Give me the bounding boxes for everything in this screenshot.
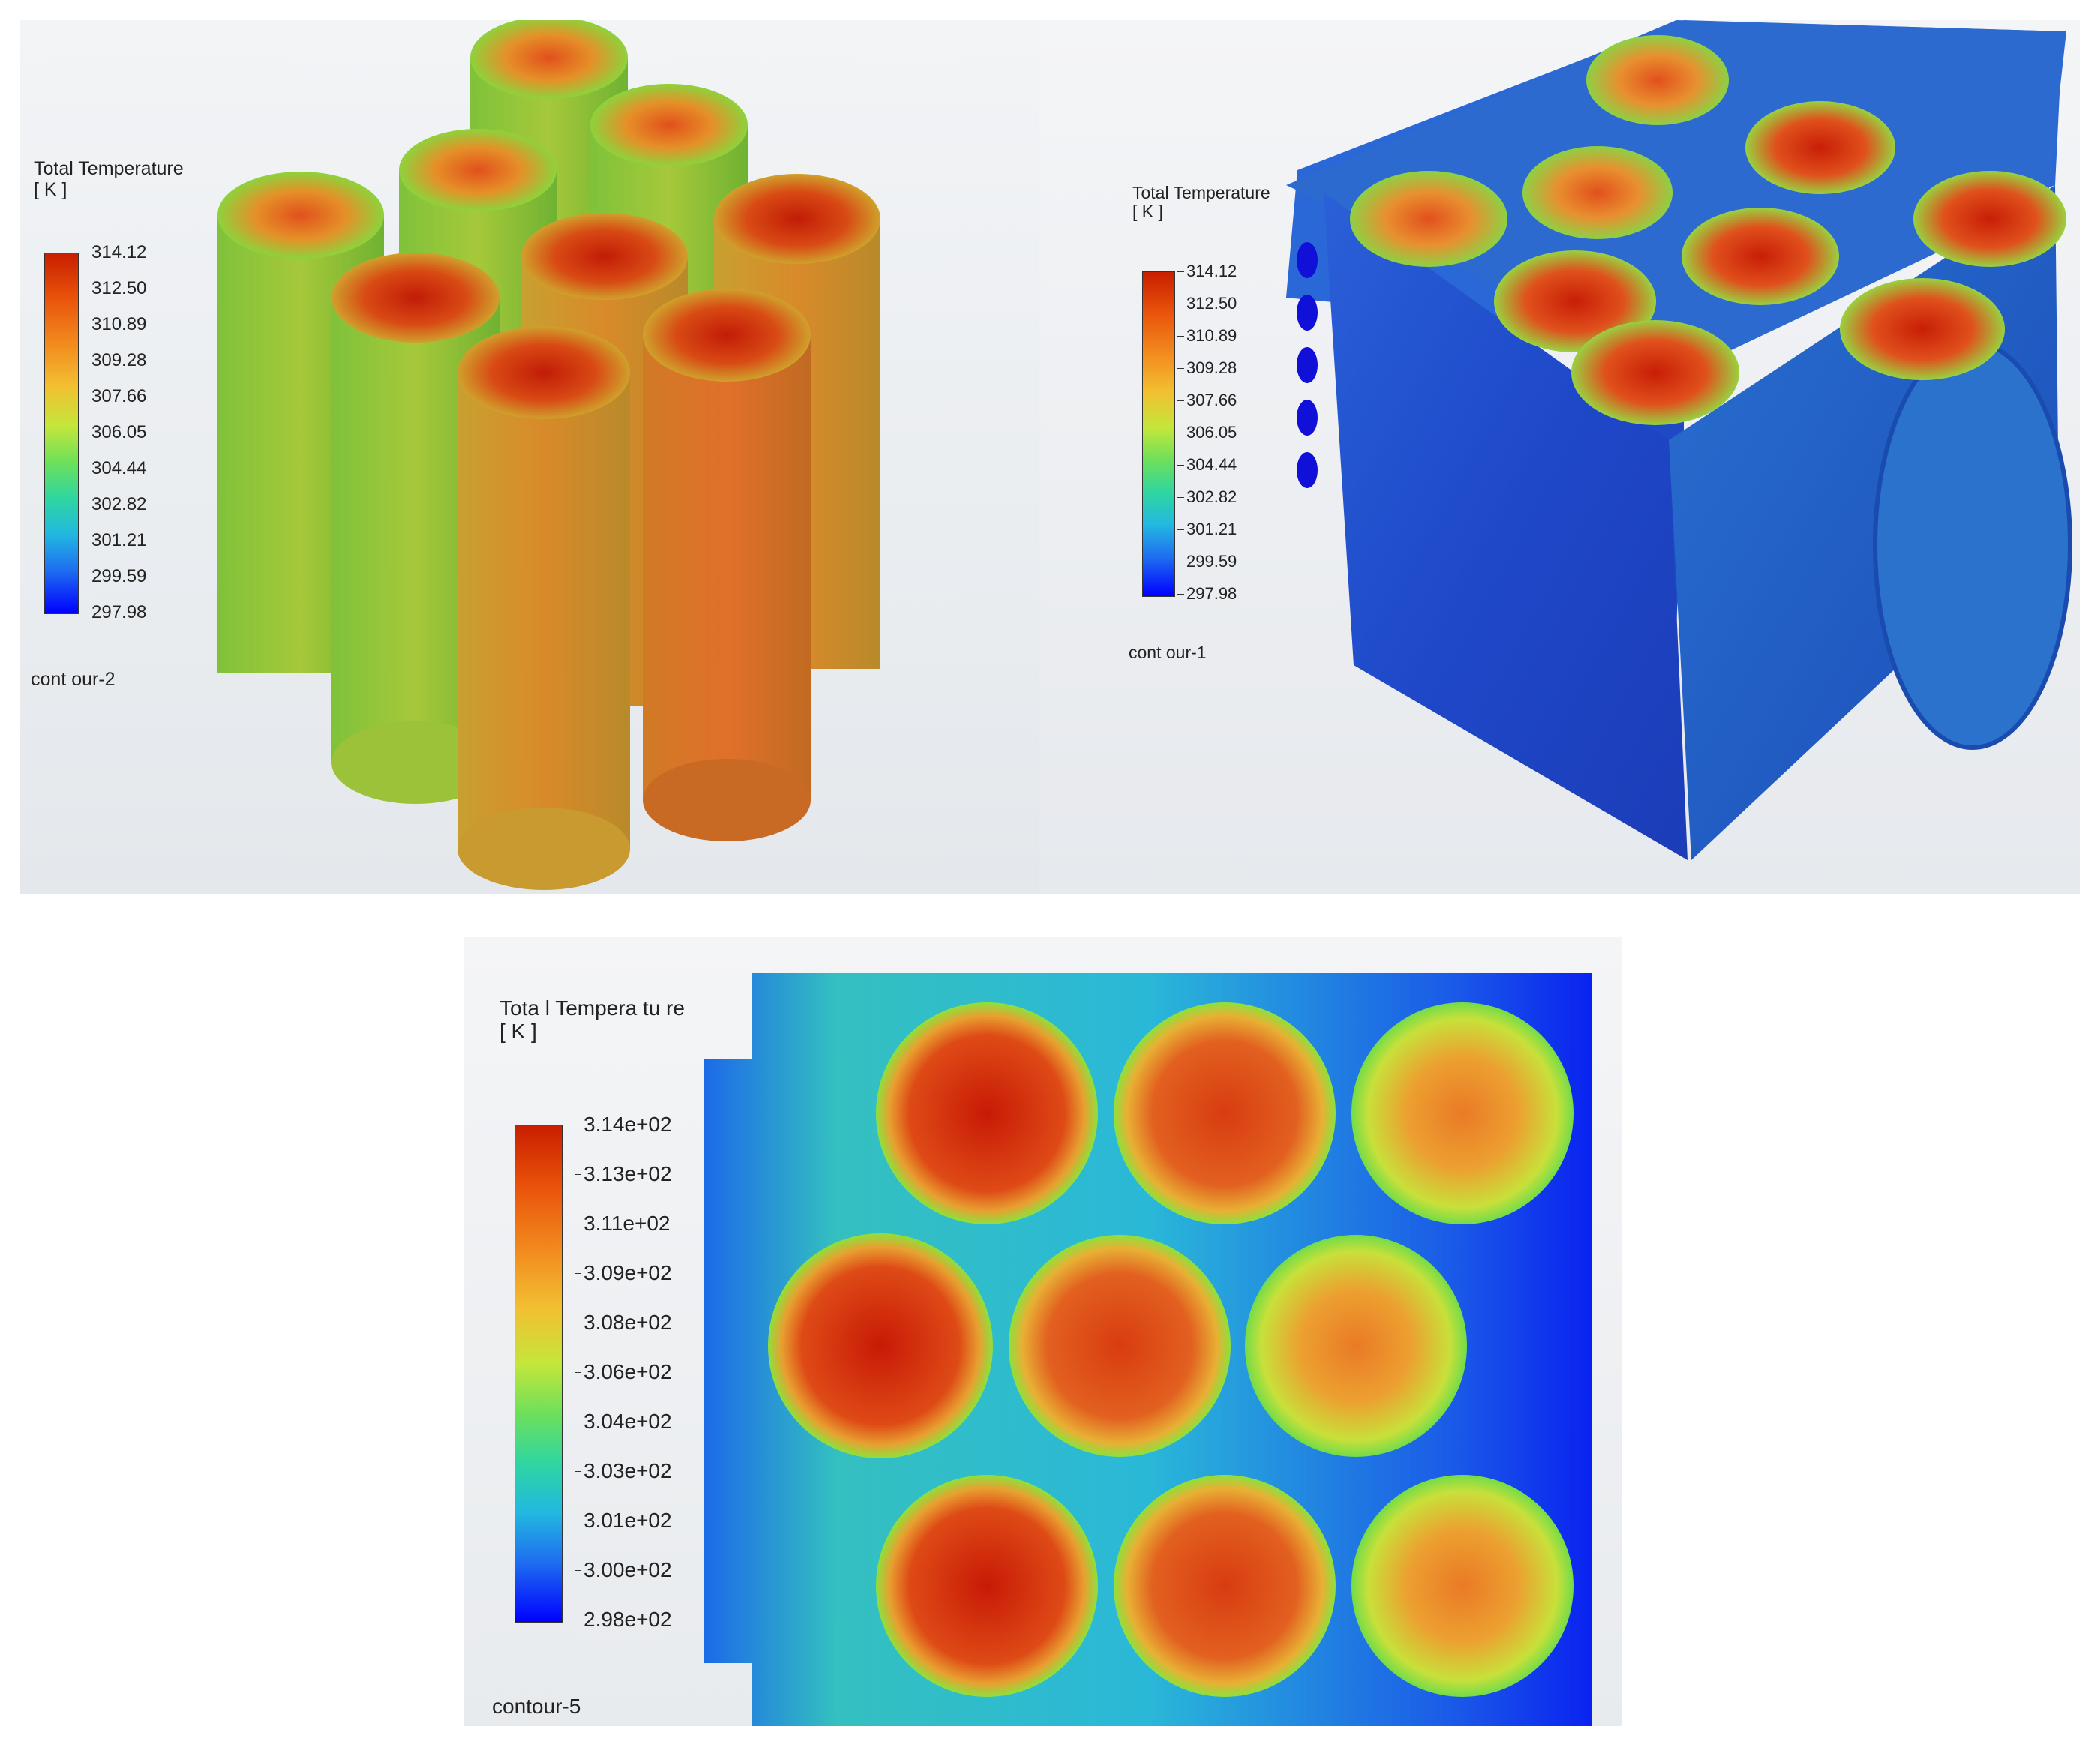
contour-1-viewport[interactable]: Total Temperature [ K ] 314.12 312.50 31… xyxy=(1039,20,2080,894)
colorbar-tick: 304.44 xyxy=(82,458,147,478)
colorbar-tick: 297.98 xyxy=(82,602,147,622)
legend-title: Tota l Tempera tu re [ K ] xyxy=(500,996,685,1043)
cell-section xyxy=(1009,1235,1231,1457)
cell-section xyxy=(1114,1002,1336,1224)
colorbar-tick: 3.00e+02 xyxy=(574,1558,672,1581)
cell-section xyxy=(1352,1002,1574,1224)
colorbar-tick: 3.06e+02 xyxy=(574,1360,672,1383)
cell-section xyxy=(1245,1235,1467,1457)
colorbar-ticks: 314.12 312.50 310.89 309.28 307.66 306.0… xyxy=(1177,262,1269,603)
cell-top xyxy=(1913,171,2066,267)
colorbar-ticks: 3.14e+02 3.13e+02 3.11e+02 3.09e+02 3.08… xyxy=(574,1113,718,1631)
colorbar-tick: 307.66 xyxy=(82,386,147,406)
colorbar-tick: 299.59 xyxy=(82,566,147,586)
colorbar-tick: 301.21 xyxy=(1177,520,1238,538)
cylinder xyxy=(643,289,812,841)
colorbar-tick: 310.89 xyxy=(1177,326,1238,345)
cell-section xyxy=(1352,1475,1574,1697)
colorbar-ticks: 314.12 312.50 310.89 309.28 307.66 306.0… xyxy=(82,242,174,622)
colorbar-tick: 2.98e+02 xyxy=(574,1608,672,1631)
colorbar-tick: 3.11e+02 xyxy=(574,1212,670,1235)
cell-section xyxy=(876,1475,1098,1697)
contour-label: cont our-2 xyxy=(31,669,116,690)
colorbar-tick: 309.28 xyxy=(82,350,147,370)
colorbar-tick: 3.08e+02 xyxy=(574,1311,672,1334)
battery-box-render xyxy=(1286,20,2072,860)
colorbar-tick: 306.05 xyxy=(1177,423,1238,442)
colorbar xyxy=(514,1125,562,1623)
colorbar-tick: 3.04e+02 xyxy=(574,1410,672,1433)
colorbar-tick: 314.12 xyxy=(1177,262,1238,280)
cross-section-render xyxy=(704,973,1592,1726)
colorbar-tick: 307.66 xyxy=(1177,391,1238,409)
colorbar-tick: 3.14e+02 xyxy=(574,1113,672,1136)
cell-top xyxy=(1586,35,1729,125)
cell-top xyxy=(1840,278,2005,380)
colorbar-tick: 3.09e+02 xyxy=(574,1261,672,1284)
cylinders-render xyxy=(218,20,880,890)
cell-top xyxy=(1350,171,1508,267)
contour-5-viewport[interactable]: Tota l Tempera tu re [ K ] 3.14e+02 3.13… xyxy=(464,937,1622,1726)
contour-2-viewport[interactable]: Total Temperature [ K ] 314.12 312.50 31… xyxy=(20,20,1039,894)
cell-top xyxy=(1745,101,1895,194)
cell-section xyxy=(768,1233,993,1458)
contour-label: cont our-1 xyxy=(1129,643,1207,662)
cell-top xyxy=(1682,208,1839,305)
colorbar xyxy=(44,253,79,614)
cell-section xyxy=(876,1002,1098,1224)
cell-top xyxy=(1571,320,1739,425)
cylinder xyxy=(458,326,630,890)
colorbar xyxy=(1142,271,1175,597)
legend-title: Total Temperature [ K ] xyxy=(34,158,184,200)
colorbar-tick: 312.50 xyxy=(1177,294,1238,313)
colorbar-tick: 3.13e+02 xyxy=(574,1162,672,1185)
colorbar-tick: 3.03e+02 xyxy=(574,1459,672,1482)
colorbar-tick: 314.12 xyxy=(82,242,147,262)
colorbar-tick: 299.59 xyxy=(1177,552,1238,571)
colorbar-tick: 310.89 xyxy=(82,314,147,334)
colorbar-tick: 3.01e+02 xyxy=(574,1509,672,1532)
colorbar-tick: 306.05 xyxy=(82,422,147,442)
colorbar-tick: 301.21 xyxy=(82,530,147,550)
cell-section xyxy=(1114,1475,1336,1697)
cell-top xyxy=(1522,146,1672,239)
colorbar-tick: 302.82 xyxy=(82,494,147,514)
colorbar-tick: 312.50 xyxy=(82,278,147,298)
legend-title: Total Temperature [ K ] xyxy=(1132,183,1270,222)
colorbar-tick: 302.82 xyxy=(1177,487,1238,506)
colorbar-tick: 297.98 xyxy=(1177,584,1238,603)
contour-label: contour-5 xyxy=(492,1695,581,1718)
colorbar-tick: 309.28 xyxy=(1177,358,1238,377)
colorbar-tick: 304.44 xyxy=(1177,455,1238,474)
